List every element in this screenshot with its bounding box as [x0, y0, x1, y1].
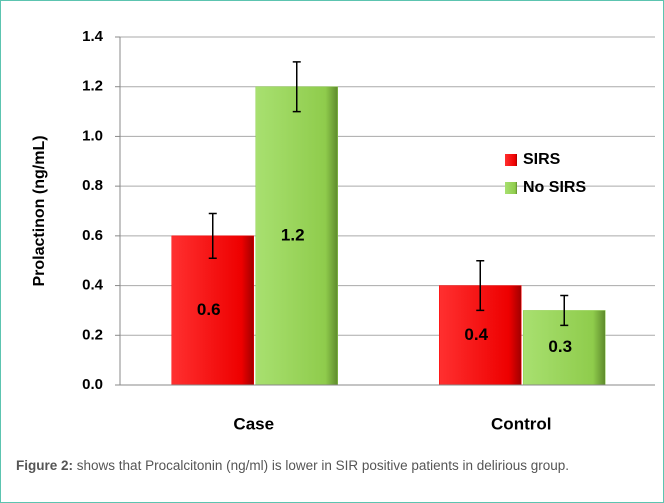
bar: [171, 235, 254, 386]
chart: Prolactinon (ng/mL) 0.0 0.2 0.4 0.6 0.8 1.0 1.…: [31, 28, 655, 433]
x-tick-label: Case: [233, 414, 274, 433]
caption: Figure 2: shows that Procalcitonin (ng/m…: [16, 456, 646, 475]
data-label: 1.2: [281, 225, 305, 244]
y-tick-label: 0.2: [82, 326, 103, 343]
error-bar: [208, 212, 217, 259]
error-bar: [560, 294, 569, 327]
bar: [255, 86, 338, 386]
y-tick-label: 0.4: [82, 277, 104, 294]
legend-swatch: [505, 182, 517, 194]
y-tick-label: 1.0: [82, 127, 103, 144]
error-bar: [476, 259, 485, 312]
data-label: 0.3: [548, 337, 572, 356]
legend-label: SIRS: [523, 151, 561, 168]
y-axis-label: Prolactinon (ng/mL): [31, 135, 48, 286]
data-label: 0.4: [464, 325, 488, 344]
y-tick-label: 0.6: [82, 227, 103, 244]
x-tick-label: Control: [491, 414, 551, 433]
error-bar: [292, 61, 301, 113]
data-label: 0.6: [197, 300, 221, 319]
y-tick-label: 0.0: [82, 376, 103, 393]
legend-label: No SIRS: [523, 179, 586, 196]
y-tick-label: 1.2: [82, 78, 103, 95]
y-tick-label: 0.8: [82, 177, 103, 194]
legend-swatch: [505, 154, 517, 166]
y-tick-label: 1.4: [82, 28, 104, 45]
caption-label: Figure 2:: [16, 458, 74, 473]
caption-text: shows that Procalcitonin (ng/ml) is lowe…: [76, 458, 570, 473]
